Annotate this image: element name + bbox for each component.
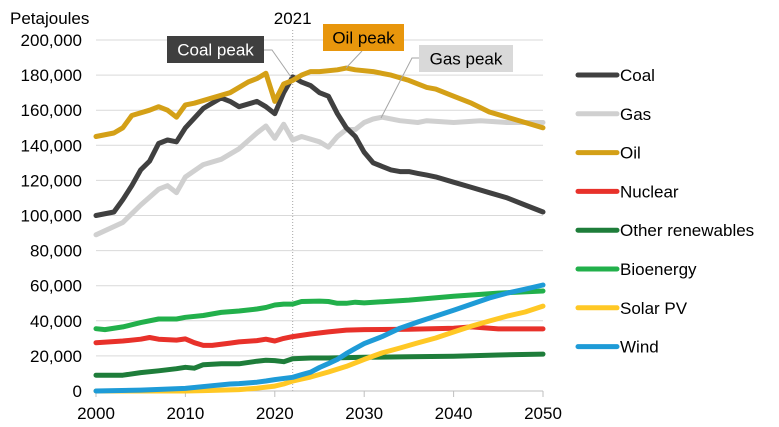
legend-item-other-renewables: Other renewables — [575, 221, 754, 240]
legend-item-oil: Oil — [575, 144, 641, 163]
oil-peak-label: Oil peak — [332, 29, 395, 48]
reference-line-group: 2021 — [274, 9, 312, 391]
oil-peak-box — [323, 24, 404, 51]
legend-item-coal: Coal — [575, 66, 655, 85]
legend-label: Gas — [620, 105, 651, 124]
y-tick-label: 0 — [73, 382, 82, 401]
y-tick-label: 140,000 — [21, 136, 82, 155]
x-tick-label: 2020 — [256, 404, 294, 423]
series-line-solar-pv — [93, 303, 546, 394]
y-tick-label: 200,000 — [21, 31, 82, 50]
legend: Coal Gas Oil Nuclear Other renewables Bioener… — [575, 66, 754, 357]
x-tick-label: 2010 — [166, 404, 204, 423]
legend-item-gas: Gas — [575, 105, 651, 124]
y-tick-label: 100,000 — [21, 207, 82, 226]
coal-peak-label: Coal peak — [177, 41, 254, 60]
y-tick-label: 60,000 — [30, 277, 82, 296]
series-line-other-renewables — [93, 351, 546, 378]
series-line-coal — [93, 74, 546, 218]
series-line-wind — [93, 282, 546, 394]
series-line-gas — [93, 114, 546, 238]
y-tick-label: 160,000 — [21, 101, 82, 120]
legend-label: Other renewables — [620, 221, 754, 240]
y-tick-label: 20,000 — [30, 347, 82, 366]
x-tick-label: 2000 — [77, 404, 115, 423]
gas-peak-leader-line — [380, 57, 419, 119]
y-axis-unit-label: Petajoules — [10, 9, 89, 28]
legend-label: Oil — [620, 144, 641, 163]
y-tick-label: 120,000 — [21, 171, 82, 190]
legend-item-solar-pv: Solar PV — [575, 299, 688, 318]
legend-item-bioenergy: Bioenergy — [575, 260, 697, 279]
legend-label: Coal — [620, 66, 655, 85]
x-tick-label: 2030 — [345, 404, 383, 423]
gridlines — [96, 39, 543, 357]
legend-label: Nuclear — [620, 182, 679, 201]
annotations: Coal peak Oil peak Gas peak — [167, 24, 513, 119]
legend-label: Solar PV — [620, 299, 688, 318]
legend-item-wind: Wind — [575, 338, 659, 357]
x-tick-label: 2040 — [435, 404, 473, 423]
y-tick-label: 80,000 — [30, 242, 82, 261]
gas-peak-box — [419, 45, 513, 72]
y-tick-label: 40,000 — [30, 312, 82, 331]
legend-label: Wind — [620, 338, 659, 357]
series-line-bioenergy — [93, 288, 546, 333]
reference-line-label: 2021 — [274, 9, 312, 28]
coal-peak-box — [167, 36, 264, 63]
gas-peak-label: Gas peak — [430, 50, 503, 69]
y-tick-label: 180,000 — [21, 66, 82, 85]
coal-peak-leader-line — [264, 49, 292, 78]
oil-peak-leader-line — [345, 50, 363, 69]
axes: 0 20,000 40,000 60,000 80,000 100,000 120,000 1… — [21, 31, 562, 423]
series-line-oil — [93, 65, 546, 139]
series-line-nuclear — [93, 324, 546, 348]
legend-item-nuclear: Nuclear — [575, 182, 679, 201]
legend-label: Bioenergy — [620, 260, 697, 279]
x-tick-label: 2050 — [524, 404, 562, 423]
series-lines — [93, 65, 546, 394]
